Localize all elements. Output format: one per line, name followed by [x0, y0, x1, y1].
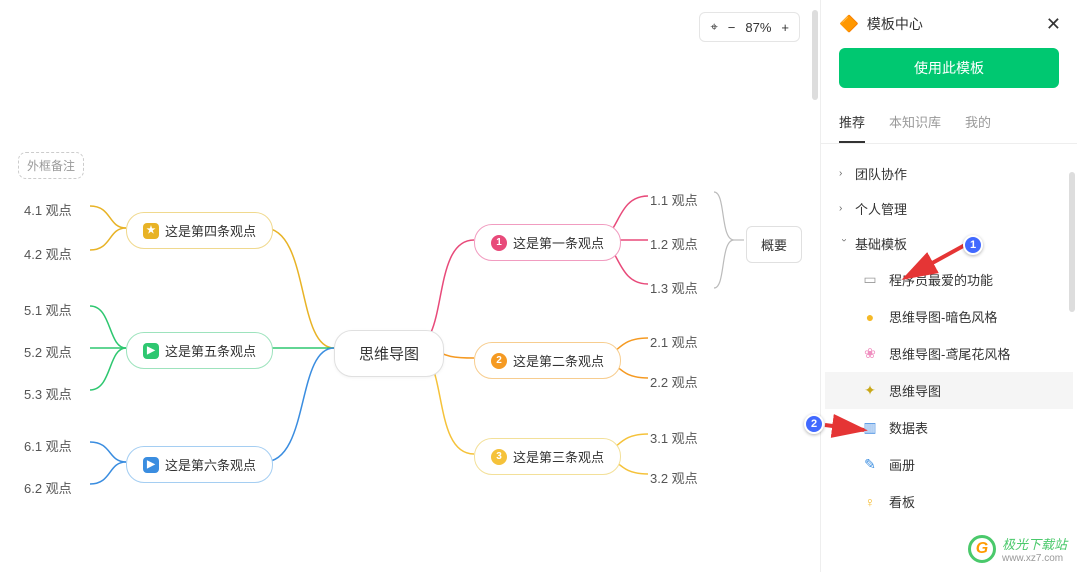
branch-node-1[interactable]: 1 这是第一条观点 — [474, 224, 621, 261]
tab-recommend[interactable]: 推荐 — [839, 104, 865, 143]
annotation-2: 2 — [804, 414, 824, 434]
zoom-level: 87% — [745, 20, 771, 35]
branch-label: 这是第六条观点 — [165, 455, 256, 474]
leaf-node[interactable]: 3.1 观点 — [650, 424, 698, 451]
leaf-node[interactable]: 5.1 观点 — [24, 296, 72, 323]
tree-item-label: 思维导图-鸢尾花风格 — [889, 344, 1010, 363]
zoom-out-button[interactable]: − — [728, 20, 736, 35]
branch-label: 这是第二条观点 — [513, 351, 604, 370]
bulb-icon: ♀ — [861, 493, 879, 511]
frame-note[interactable]: 外框备注 — [18, 152, 84, 179]
flower-icon: ❀ — [861, 345, 879, 363]
leaf-node[interactable]: 4.2 观点 — [24, 240, 72, 267]
leaf-node[interactable]: 2.2 观点 — [650, 368, 698, 395]
tab-knowledge-base[interactable]: 本知识库 — [889, 104, 941, 143]
template-tree: › 团队协作 › 个人管理 › 基础模板 ▭ 程序员最爱的功能 ● 思维导图-暗色风格 ❀… — [821, 144, 1077, 544]
leaf-node[interactable]: 1.1 观点 — [650, 186, 698, 213]
tree-group-personal[interactable]: › 个人管理 — [825, 191, 1073, 226]
circle-icon: ● — [861, 308, 879, 326]
main-scrollbar[interactable] — [812, 10, 818, 100]
tree-item-label: 画册 — [889, 455, 915, 474]
tree-item-label: 看板 — [889, 492, 915, 511]
leaf-node[interactable]: 1.2 观点 — [650, 230, 698, 257]
close-icon[interactable]: ✕ — [1046, 14, 1061, 35]
sidebar-tabs: 推荐 本知识库 我的 — [821, 104, 1077, 144]
template-logo-icon: 🔶 — [839, 14, 859, 34]
branch-node-3[interactable]: 3 这是第三条观点 — [474, 438, 621, 475]
tree-group-label: 团队协作 — [855, 164, 907, 183]
template-sidebar: 🔶 模板中心 ✕ 使用此模板 推荐 本知识库 我的 › 团队协作 › 个人管理 › 基… — [820, 0, 1077, 572]
tree-item-album[interactable]: ✎ 画册 — [825, 446, 1073, 483]
branch-node-5[interactable]: ▶ 这是第五条观点 — [126, 332, 273, 369]
window-icon: ▭ — [861, 271, 879, 289]
sidebar-scrollbar[interactable] — [1069, 172, 1075, 312]
mindmap-center-node[interactable]: 思维导图 — [334, 330, 444, 377]
summary-node[interactable]: 概要 — [746, 226, 802, 263]
leaf-node[interactable]: 6.2 观点 — [24, 474, 72, 501]
leaf-node[interactable]: 3.2 观点 — [650, 464, 698, 491]
leaf-node[interactable]: 4.1 观点 — [24, 196, 72, 223]
watermark-url: www.xz7.com — [1002, 553, 1067, 564]
tree-item-label: 思维导图-暗色风格 — [889, 307, 997, 326]
chevron-right-icon: › — [839, 168, 849, 179]
branch-label: 这是第三条观点 — [513, 447, 604, 466]
badge-1-icon: 1 — [491, 235, 507, 251]
badge-play-icon: ▶ — [143, 457, 159, 473]
badge-play-icon: ▶ — [143, 343, 159, 359]
badge-2-icon: 2 — [491, 353, 507, 369]
leaf-node[interactable]: 6.1 观点 — [24, 432, 72, 459]
chevron-down-icon: › — [839, 239, 850, 249]
sparkle-icon: ✦ — [861, 382, 879, 400]
sidebar-header: 🔶 模板中心 ✕ — [821, 0, 1077, 48]
leaf-node[interactable]: 1.3 观点 — [650, 274, 698, 301]
branch-node-2[interactable]: 2 这是第二条观点 — [474, 342, 621, 379]
watermark: G 极光下载站 www.xz7.com — [968, 534, 1067, 564]
watermark-text: 极光下载站 — [1002, 534, 1067, 553]
tree-group-label: 基础模板 — [855, 234, 907, 253]
tree-item-dark[interactable]: ● 思维导图-暗色风格 — [825, 298, 1073, 335]
tree-item-programmer[interactable]: ▭ 程序员最爱的功能 — [825, 261, 1073, 298]
leaf-node[interactable]: 5.2 观点 — [24, 338, 72, 365]
branch-node-4[interactable]: ★ 这是第四条观点 — [126, 212, 273, 249]
sidebar-title: 模板中心 — [867, 14, 923, 34]
tree-item-label: 思维导图 — [889, 381, 941, 400]
tab-mine[interactable]: 我的 — [965, 104, 991, 143]
annotation-1: 1 — [963, 235, 983, 255]
tree-group-label: 个人管理 — [855, 199, 907, 218]
leaf-node[interactable]: 5.3 观点 — [24, 380, 72, 407]
branch-label: 这是第五条观点 — [165, 341, 256, 360]
tree-group-basic[interactable]: › 基础模板 — [825, 226, 1073, 261]
tree-item-iris[interactable]: ❀ 思维导图-鸢尾花风格 — [825, 335, 1073, 372]
branch-label: 这是第一条观点 — [513, 233, 604, 252]
badge-3-icon: 3 — [491, 449, 507, 465]
use-template-button[interactable]: 使用此模板 — [839, 48, 1059, 88]
tree-item-kanban[interactable]: ♀ 看板 — [825, 483, 1073, 520]
zoom-control: ⌖ − 87% + — [699, 12, 800, 42]
branch-node-6[interactable]: ▶ 这是第六条观点 — [126, 446, 273, 483]
branch-label: 这是第四条观点 — [165, 221, 256, 240]
watermark-logo-icon: G — [968, 535, 996, 563]
locate-icon[interactable]: ⌖ — [710, 19, 717, 35]
chart-icon: ▥ — [861, 419, 879, 437]
tree-item-datatable[interactable]: ▥ 数据表 — [825, 409, 1073, 446]
zoom-in-button[interactable]: + — [781, 20, 789, 35]
tree-item-label: 数据表 — [889, 418, 928, 437]
tree-item-label: 程序员最爱的功能 — [889, 270, 993, 289]
mindmap-canvas-area: ⌖ − 87% + 外框备注 思维导图 1 这是第一条观点 1.1 观点 1.2… — [0, 0, 820, 572]
chevron-right-icon: › — [839, 203, 849, 214]
tree-item-mindmap[interactable]: ✦ 思维导图 — [825, 372, 1073, 409]
badge-star-icon: ★ — [143, 223, 159, 239]
tree-group-team[interactable]: › 团队协作 — [825, 156, 1073, 191]
leaf-node[interactable]: 2.1 观点 — [650, 328, 698, 355]
pencil-icon: ✎ — [861, 456, 879, 474]
